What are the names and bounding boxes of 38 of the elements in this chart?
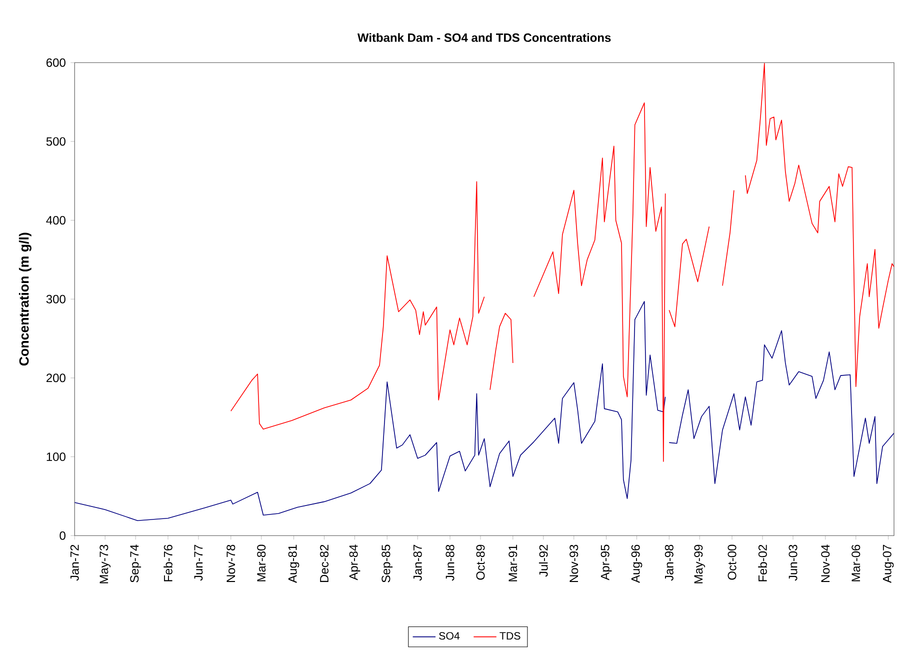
x-tick-label: Jun-03 (788, 545, 798, 582)
y-tick-label: 100 (46, 452, 66, 462)
x-tick-label: Jun-88 (446, 545, 454, 582)
x-tick-label: Oct-89 (476, 545, 485, 580)
x-tick-label: Mar-80 (257, 545, 266, 582)
x-tick-label: Apr-95 (600, 545, 612, 581)
x-tick-label: May-73 (100, 545, 111, 584)
x-tick-label: Nov-93 (570, 545, 578, 582)
y-tick-label: 600 (46, 58, 66, 68)
x-tick-label: Jan-72 (70, 545, 79, 582)
x-tick-label: Aug-96 (631, 545, 642, 584)
y-tick-label: 0 (60, 532, 66, 540)
x-tick-label: Jul-92 (538, 545, 548, 578)
chart-title: Witbank Dam - SO4 and TDS Concentrations (357, 33, 611, 42)
y-axis-title: Concentration (m g/l) (18, 233, 32, 366)
x-tick-label: Aug-07 (882, 545, 894, 584)
legend-label: TDS (500, 632, 520, 640)
x-tick-label: Feb-76 (164, 545, 172, 582)
x-tick-label: Aug-81 (288, 545, 300, 584)
y-tick-label: 500 (46, 137, 66, 146)
x-tick-label: Jan-87 (413, 545, 422, 582)
x-tick-label: Sep-74 (130, 544, 142, 583)
x-tick-label: Apr-84 (349, 544, 360, 581)
x-tick-label: Jun-77 (194, 545, 203, 582)
x-tick-label: Feb-02 (758, 545, 767, 582)
x-tick-label: Mar-06 (852, 545, 860, 582)
x-tick-label: Dec-82 (320, 545, 328, 582)
x-tick-label: Oct-00 (728, 545, 736, 580)
y-tick-label: 400 (46, 216, 66, 225)
y-tick-label: 300 (46, 295, 66, 304)
x-tick-label: Mar-91 (508, 545, 518, 582)
x-tick-label: Sep-85 (382, 545, 393, 583)
x-tick-label: Jan-98 (664, 545, 674, 582)
x-tick-label: May-99 (694, 545, 706, 584)
x-tick-label: Nov-04 (821, 544, 830, 582)
y-tick-label: 200 (46, 374, 66, 382)
x-tick-label: Nov-78 (226, 545, 236, 582)
legend-label: SO4 (439, 632, 460, 640)
